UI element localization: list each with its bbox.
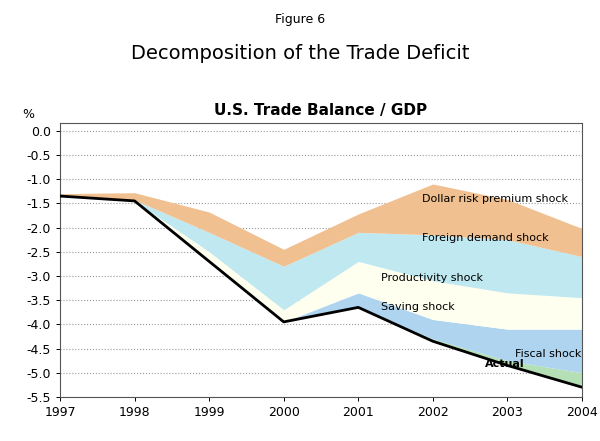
Title: U.S. Trade Balance / GDP: U.S. Trade Balance / GDP <box>214 103 428 118</box>
Text: Saving shock: Saving shock <box>380 303 454 312</box>
Text: Actual: Actual <box>485 359 524 369</box>
Text: Decomposition of the Trade Deficit: Decomposition of the Trade Deficit <box>131 44 469 63</box>
Text: Fiscal shock: Fiscal shock <box>515 349 581 359</box>
Text: Productivity shock: Productivity shock <box>380 273 482 283</box>
Text: %: % <box>23 108 35 121</box>
Text: Dollar risk premium shock: Dollar risk premium shock <box>422 194 568 205</box>
Text: Figure 6: Figure 6 <box>275 13 325 26</box>
Text: Foreign demand shock: Foreign demand shock <box>422 233 548 243</box>
